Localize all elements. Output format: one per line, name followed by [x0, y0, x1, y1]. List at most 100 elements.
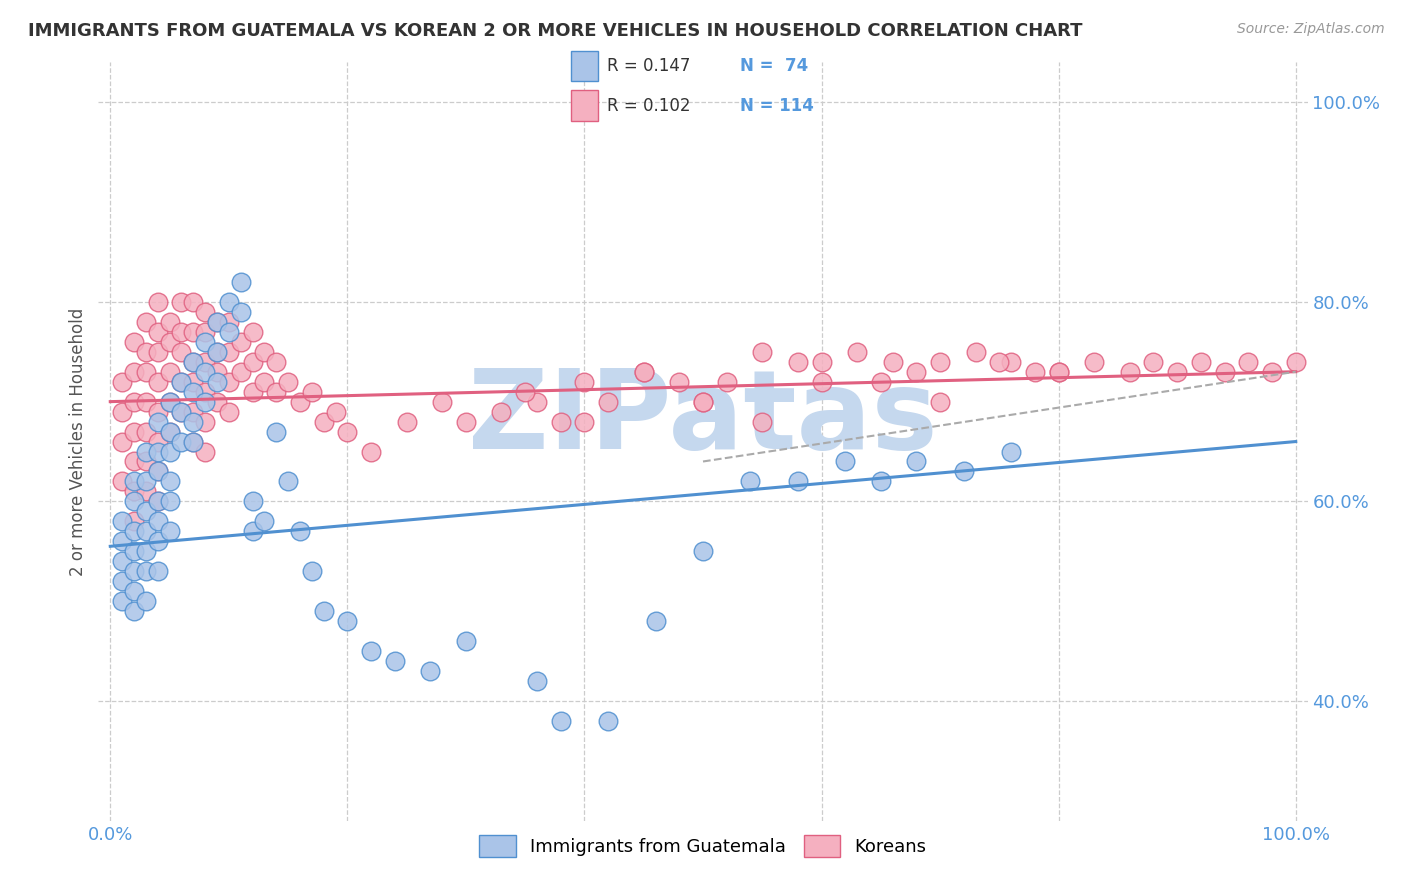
Point: [301, 384, 323, 399]
Point: [135, 475, 157, 489]
Point: [846, 344, 869, 359]
Point: [135, 394, 157, 409]
Point: [181, 355, 204, 369]
Point: [751, 344, 773, 359]
Point: [181, 415, 204, 429]
Point: [574, 415, 596, 429]
Point: [181, 355, 204, 369]
Point: [122, 514, 145, 528]
Point: [218, 375, 240, 389]
Point: [633, 365, 655, 379]
Point: [194, 444, 217, 458]
Point: [135, 484, 157, 499]
Point: [146, 494, 169, 508]
Point: [135, 504, 157, 518]
Point: [810, 355, 832, 369]
Point: [205, 315, 228, 329]
Point: [122, 484, 145, 499]
Point: [194, 334, 217, 349]
Point: [111, 514, 134, 528]
Point: [111, 475, 134, 489]
Point: [111, 375, 134, 389]
Point: [786, 355, 808, 369]
Point: [146, 564, 169, 578]
Point: [515, 384, 537, 399]
Point: [869, 475, 891, 489]
Point: [929, 394, 952, 409]
Point: [122, 584, 145, 599]
Point: [810, 375, 832, 389]
Text: N = 114: N = 114: [740, 96, 814, 114]
Point: [159, 475, 181, 489]
Point: [454, 415, 477, 429]
Point: [277, 475, 299, 489]
Point: [194, 415, 217, 429]
Point: [834, 454, 856, 468]
Point: [181, 384, 204, 399]
Point: [218, 325, 240, 339]
Point: [181, 325, 204, 339]
Point: [384, 654, 406, 668]
Point: [229, 365, 252, 379]
Point: [111, 574, 134, 589]
Point: [1261, 365, 1284, 379]
Point: [159, 425, 181, 439]
Point: [869, 375, 891, 389]
Point: [159, 365, 181, 379]
Point: [692, 394, 714, 409]
Point: [491, 404, 513, 418]
Text: IMMIGRANTS FROM GUATEMALA VS KOREAN 2 OR MORE VEHICLES IN HOUSEHOLD CORRELATION : IMMIGRANTS FROM GUATEMALA VS KOREAN 2 OR…: [28, 22, 1083, 40]
Point: [952, 465, 974, 479]
Point: [111, 594, 134, 608]
Point: [205, 375, 228, 389]
Point: [122, 604, 145, 618]
Point: [135, 454, 157, 468]
Point: [170, 375, 193, 389]
Point: [170, 294, 193, 309]
Point: [312, 604, 335, 618]
Point: [598, 394, 620, 409]
Point: [135, 365, 157, 379]
Point: [135, 594, 157, 608]
Point: [159, 394, 181, 409]
Point: [574, 375, 596, 389]
Point: [905, 365, 928, 379]
Point: [1213, 365, 1236, 379]
Point: [146, 325, 169, 339]
Text: R = 0.102: R = 0.102: [607, 96, 690, 114]
Point: [301, 564, 323, 578]
Point: [264, 425, 287, 439]
Point: [229, 334, 252, 349]
Point: [135, 564, 157, 578]
Point: [288, 394, 311, 409]
Point: [1024, 365, 1046, 379]
Point: [122, 365, 145, 379]
Point: [135, 425, 157, 439]
Point: [668, 375, 690, 389]
Point: [419, 664, 441, 678]
Point: [170, 325, 193, 339]
Point: [122, 454, 145, 468]
Point: [181, 404, 204, 418]
Point: [550, 415, 572, 429]
Point: [159, 315, 181, 329]
Point: [146, 434, 169, 449]
Point: [146, 294, 169, 309]
Point: [122, 475, 145, 489]
Point: [360, 444, 382, 458]
Text: N =  74: N = 74: [740, 57, 808, 75]
Point: [692, 394, 714, 409]
Point: [242, 494, 264, 508]
Point: [170, 434, 193, 449]
Point: [181, 434, 204, 449]
Point: [205, 344, 228, 359]
Point: [146, 465, 169, 479]
Point: [1237, 355, 1260, 369]
Point: [111, 534, 134, 549]
Point: [1000, 444, 1022, 458]
Point: [1047, 365, 1070, 379]
Y-axis label: 2 or more Vehicles in Household: 2 or more Vehicles in Household: [69, 308, 87, 575]
Point: [1189, 355, 1212, 369]
Point: [242, 355, 264, 369]
Point: [194, 355, 217, 369]
